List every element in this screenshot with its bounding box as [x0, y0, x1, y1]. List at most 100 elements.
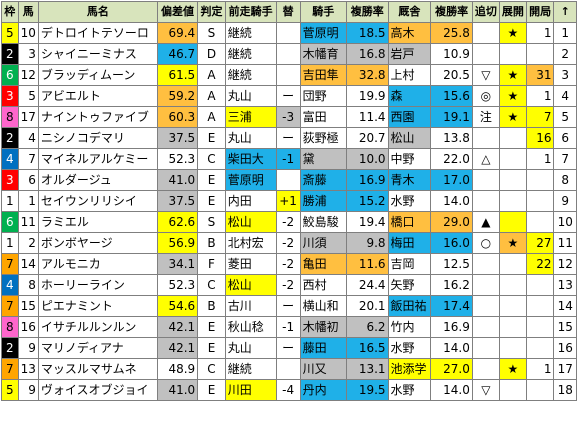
- table-row[interactable]: 7 14 アルモニカ 34.1 F 菱田 -2 亀田 11.6 吉岡 12.5 22 12: [1, 253, 577, 275]
- column-header[interactable]: 複勝率: [345, 1, 389, 23]
- table-row[interactable]: 8 17 ナイントゥファイブ 60.3 A 三浦 -3 富田 11.4 西園 19.1 注 ★ 7 5: [1, 106, 577, 128]
- column-header[interactable]: 偏差値: [156, 1, 199, 23]
- column-header[interactable]: 騎手: [299, 1, 347, 23]
- column-header[interactable]: 判定: [197, 1, 226, 23]
- waku-cell: 2: [1, 43, 19, 65]
- rank-cell: B: [197, 295, 226, 317]
- trainer-rate-cell: 16.9: [430, 316, 473, 338]
- table-row[interactable]: 5 10 デトロイトテソーロ 69.4 S 継続 菅原明 18.5 高木 25.8 ★ 1 1: [1, 22, 577, 44]
- order-cell: 3: [553, 64, 577, 86]
- table-row[interactable]: 7 15 ピエナミント 54.6 B 古川ー横山和 20.1 飯田祐 17.4 14: [1, 295, 577, 317]
- rank-cell: A: [197, 64, 226, 86]
- jockey-rate-cell: 13.1: [345, 358, 389, 380]
- deviation-cell: 62.6: [156, 211, 199, 233]
- column-header[interactable]: 複勝率: [430, 1, 473, 23]
- table-row[interactable]: 5 9 ヴォイスオブジョイ 41.0 E 川田 -4 丹内 19.5 水野 14.0 ▽ 18: [1, 379, 577, 401]
- trainer-rate-cell: 10.9: [430, 43, 473, 65]
- trainer-cell: 矢野: [387, 274, 432, 296]
- jockey-rate-cell: 10.0: [345, 148, 389, 170]
- jockey-rate-cell: 24.4: [345, 274, 389, 296]
- previous-jockey-cell: 菱田: [224, 253, 277, 275]
- rank-cell: E: [197, 316, 226, 338]
- table-row[interactable]: 2 3 シャイニーミナス 46.7 D 継続 木幡育 16.8 岩戸 10.9 2: [1, 43, 577, 65]
- pace-mark-cell: [498, 337, 527, 359]
- jockey-rate-cell: 16.5: [345, 337, 389, 359]
- trainer-rate-cell: 17.4: [430, 295, 473, 317]
- change-cell: ー: [275, 127, 301, 149]
- trainer-cell: 高木: [387, 22, 432, 44]
- trainer-rate-cell: 13.8: [430, 127, 473, 149]
- order-cell: 2: [553, 43, 577, 65]
- horse-name-cell: ラミエル: [37, 211, 158, 233]
- trainer-cell: 飯田祐: [387, 295, 432, 317]
- waku-cell: 3: [1, 85, 19, 107]
- table-row[interactable]: 3 6 オルダージュ 41.0 E 菅原明 斎藤 16.9 青木 17.0 8: [1, 169, 577, 191]
- table-row[interactable]: 1 2 ボンボヤージ 56.9 B 北村宏 -2 川須 9.8 梅田 16.0 ○ ★ 27 11: [1, 232, 577, 254]
- horse-number-cell: 6: [17, 169, 39, 191]
- change-cell: -2: [275, 211, 301, 233]
- rank-cell: S: [197, 22, 226, 44]
- previous-jockey-cell: 継続: [224, 64, 277, 86]
- table-row[interactable]: 4 8 ホーリーライン 52.3 C 松山 -2 西村 24.4 矢野 16.2 13: [1, 274, 577, 296]
- order-cell: 4: [553, 85, 577, 107]
- pace-mark-cell: ★: [498, 85, 527, 107]
- rank-cell: E: [197, 190, 226, 212]
- waku-cell: 6: [1, 211, 19, 233]
- column-header[interactable]: 前走騎手: [224, 1, 277, 23]
- table-row[interactable]: 4 7 マイネルアルケミー 52.3 C 柴田大 -1 黛 10.0 中野 22.0 △ 1 7: [1, 148, 577, 170]
- column-header[interactable]: 馬: [17, 1, 39, 23]
- pace-mark-cell: ★: [498, 358, 527, 380]
- pace-mark-cell: [498, 190, 527, 212]
- pace-mark-cell: [498, 295, 527, 317]
- trainer-cell: 青木: [387, 169, 432, 191]
- opening-cell: 16: [525, 127, 555, 149]
- column-header[interactable]: 追切: [471, 1, 500, 23]
- column-header[interactable]: 開局: [525, 1, 555, 23]
- table-row[interactable]: 2 4 ニシノコデマリ 37.5 E 丸山ー荻野極 20.7 松山 13.8 16 6: [1, 127, 577, 149]
- column-header[interactable]: 替: [275, 1, 301, 23]
- column-header[interactable]: 馬名: [37, 1, 158, 23]
- jockey-rate-cell: 16.9: [345, 169, 389, 191]
- horse-number-cell: 15: [17, 295, 39, 317]
- rank-cell: A: [197, 85, 226, 107]
- table-row[interactable]: 1 1 セイウンリリシイ 37.5 E 内田 +1 勝浦 15.2 水野 14.0 9: [1, 190, 577, 212]
- waku-cell: 3: [1, 169, 19, 191]
- trainer-rate-cell: 14.0: [430, 337, 473, 359]
- rank-cell: E: [197, 169, 226, 191]
- previous-jockey-cell: 内田: [224, 190, 277, 212]
- trainer-rate-cell: 27.0: [430, 358, 473, 380]
- column-header[interactable]: ↑: [553, 1, 577, 23]
- table-row[interactable]: 3 5 アビエルト 59.2 A 丸山ー団野 19.9 森 15.6 ◎ ★ 1 4: [1, 85, 577, 107]
- deviation-cell: 41.0: [156, 169, 199, 191]
- previous-jockey-cell: 継続: [224, 22, 277, 44]
- order-cell: 9: [553, 190, 577, 212]
- order-cell: 15: [553, 316, 577, 338]
- column-header[interactable]: 展開: [498, 1, 527, 23]
- horse-name-cell: マッスルマサムネ: [37, 358, 158, 380]
- table-row[interactable]: 7 13 マッスルマサムネ 48.9 C 継続 川又 13.1 池添学 27.0 ★ 1 17: [1, 358, 577, 380]
- deviation-cell: 46.7: [156, 43, 199, 65]
- workout-mark-cell: [471, 127, 500, 149]
- trainer-cell: 森: [387, 85, 432, 107]
- change-cell: [275, 22, 301, 44]
- table-row[interactable]: 6 11 ラミエル 62.6 S 松山 -2 鮫島駿 19.4 橋口 29.0 ▲ 10: [1, 211, 577, 233]
- pace-mark-cell: [498, 253, 527, 275]
- opening-cell: [525, 379, 555, 401]
- jockey-rate-cell: 20.1: [345, 295, 389, 317]
- trainer-rate-cell: 19.1: [430, 106, 473, 128]
- previous-jockey-cell: 川田: [224, 379, 277, 401]
- horse-number-cell: 16: [17, 316, 39, 338]
- table-row[interactable]: 6 12 ブラッディムーン 61.5 A 継続 吉田隼 32.8 上村 20.5 ▽ ★ 31 3: [1, 64, 577, 86]
- table-row[interactable]: 8 16 イサチルルンルン 42.1 E 秋山稔 -1 木幡初 6.2 竹内 16.9 15: [1, 316, 577, 338]
- horse-name-cell: シャイニーミナス: [37, 43, 158, 65]
- opening-cell: [525, 190, 555, 212]
- deviation-cell: 37.5: [156, 190, 199, 212]
- trainer-rate-cell: 25.8: [430, 22, 473, 44]
- column-header[interactable]: 厩舎: [387, 1, 432, 23]
- table-row[interactable]: 2 9 マリノディアナ 42.1 E 丸山ー藤田 16.5 水野 14.0 16: [1, 337, 577, 359]
- workout-mark-cell: ◎: [471, 85, 500, 107]
- rank-cell: F: [197, 253, 226, 275]
- column-header[interactable]: 枠: [1, 1, 19, 23]
- waku-cell: 4: [1, 148, 19, 170]
- previous-jockey-cell: 柴田大: [224, 148, 277, 170]
